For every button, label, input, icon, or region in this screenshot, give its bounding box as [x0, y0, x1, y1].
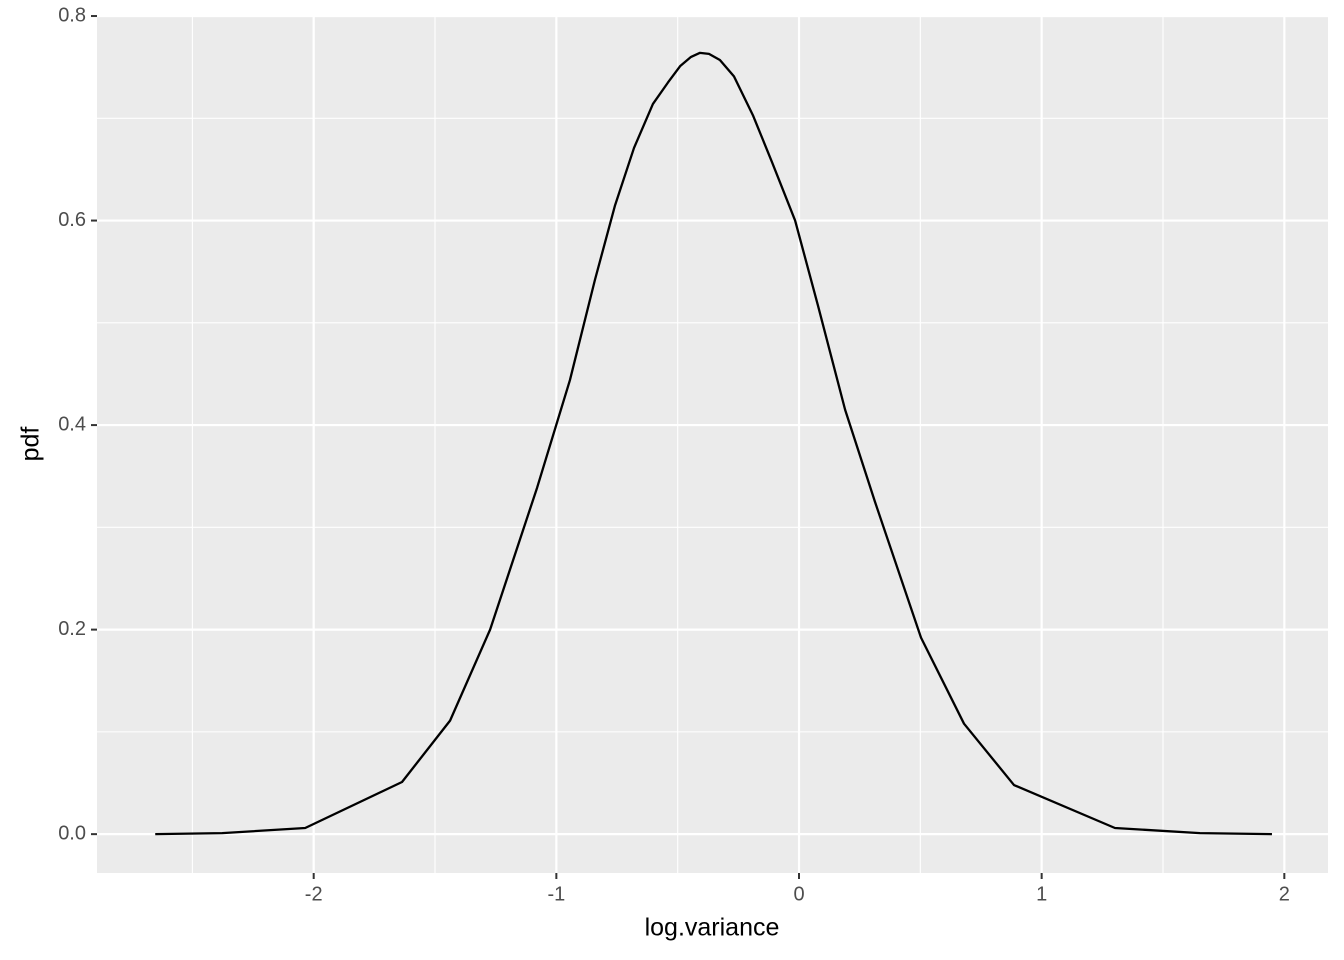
y-tick-label: 0.4	[58, 413, 86, 435]
y-axis-title: pdf	[17, 427, 45, 462]
y-tick-label: 0.2	[58, 618, 86, 640]
x-axis-title: log.variance	[645, 914, 780, 942]
x-tick-label: 1	[1036, 883, 1047, 905]
line	[155, 51, 1272, 836]
y-tick-label: 0.8	[58, 4, 86, 26]
x-tick-label: -1	[547, 883, 565, 905]
y-tick-label: 0.6	[58, 209, 86, 231]
x-tick-label: 2	[1279, 883, 1290, 905]
x-tick-label: 0	[793, 883, 804, 905]
y-tick-label: 0.0	[58, 822, 86, 844]
panel	[97, 15, 1328, 873]
x-tick-label: -2	[305, 883, 323, 905]
